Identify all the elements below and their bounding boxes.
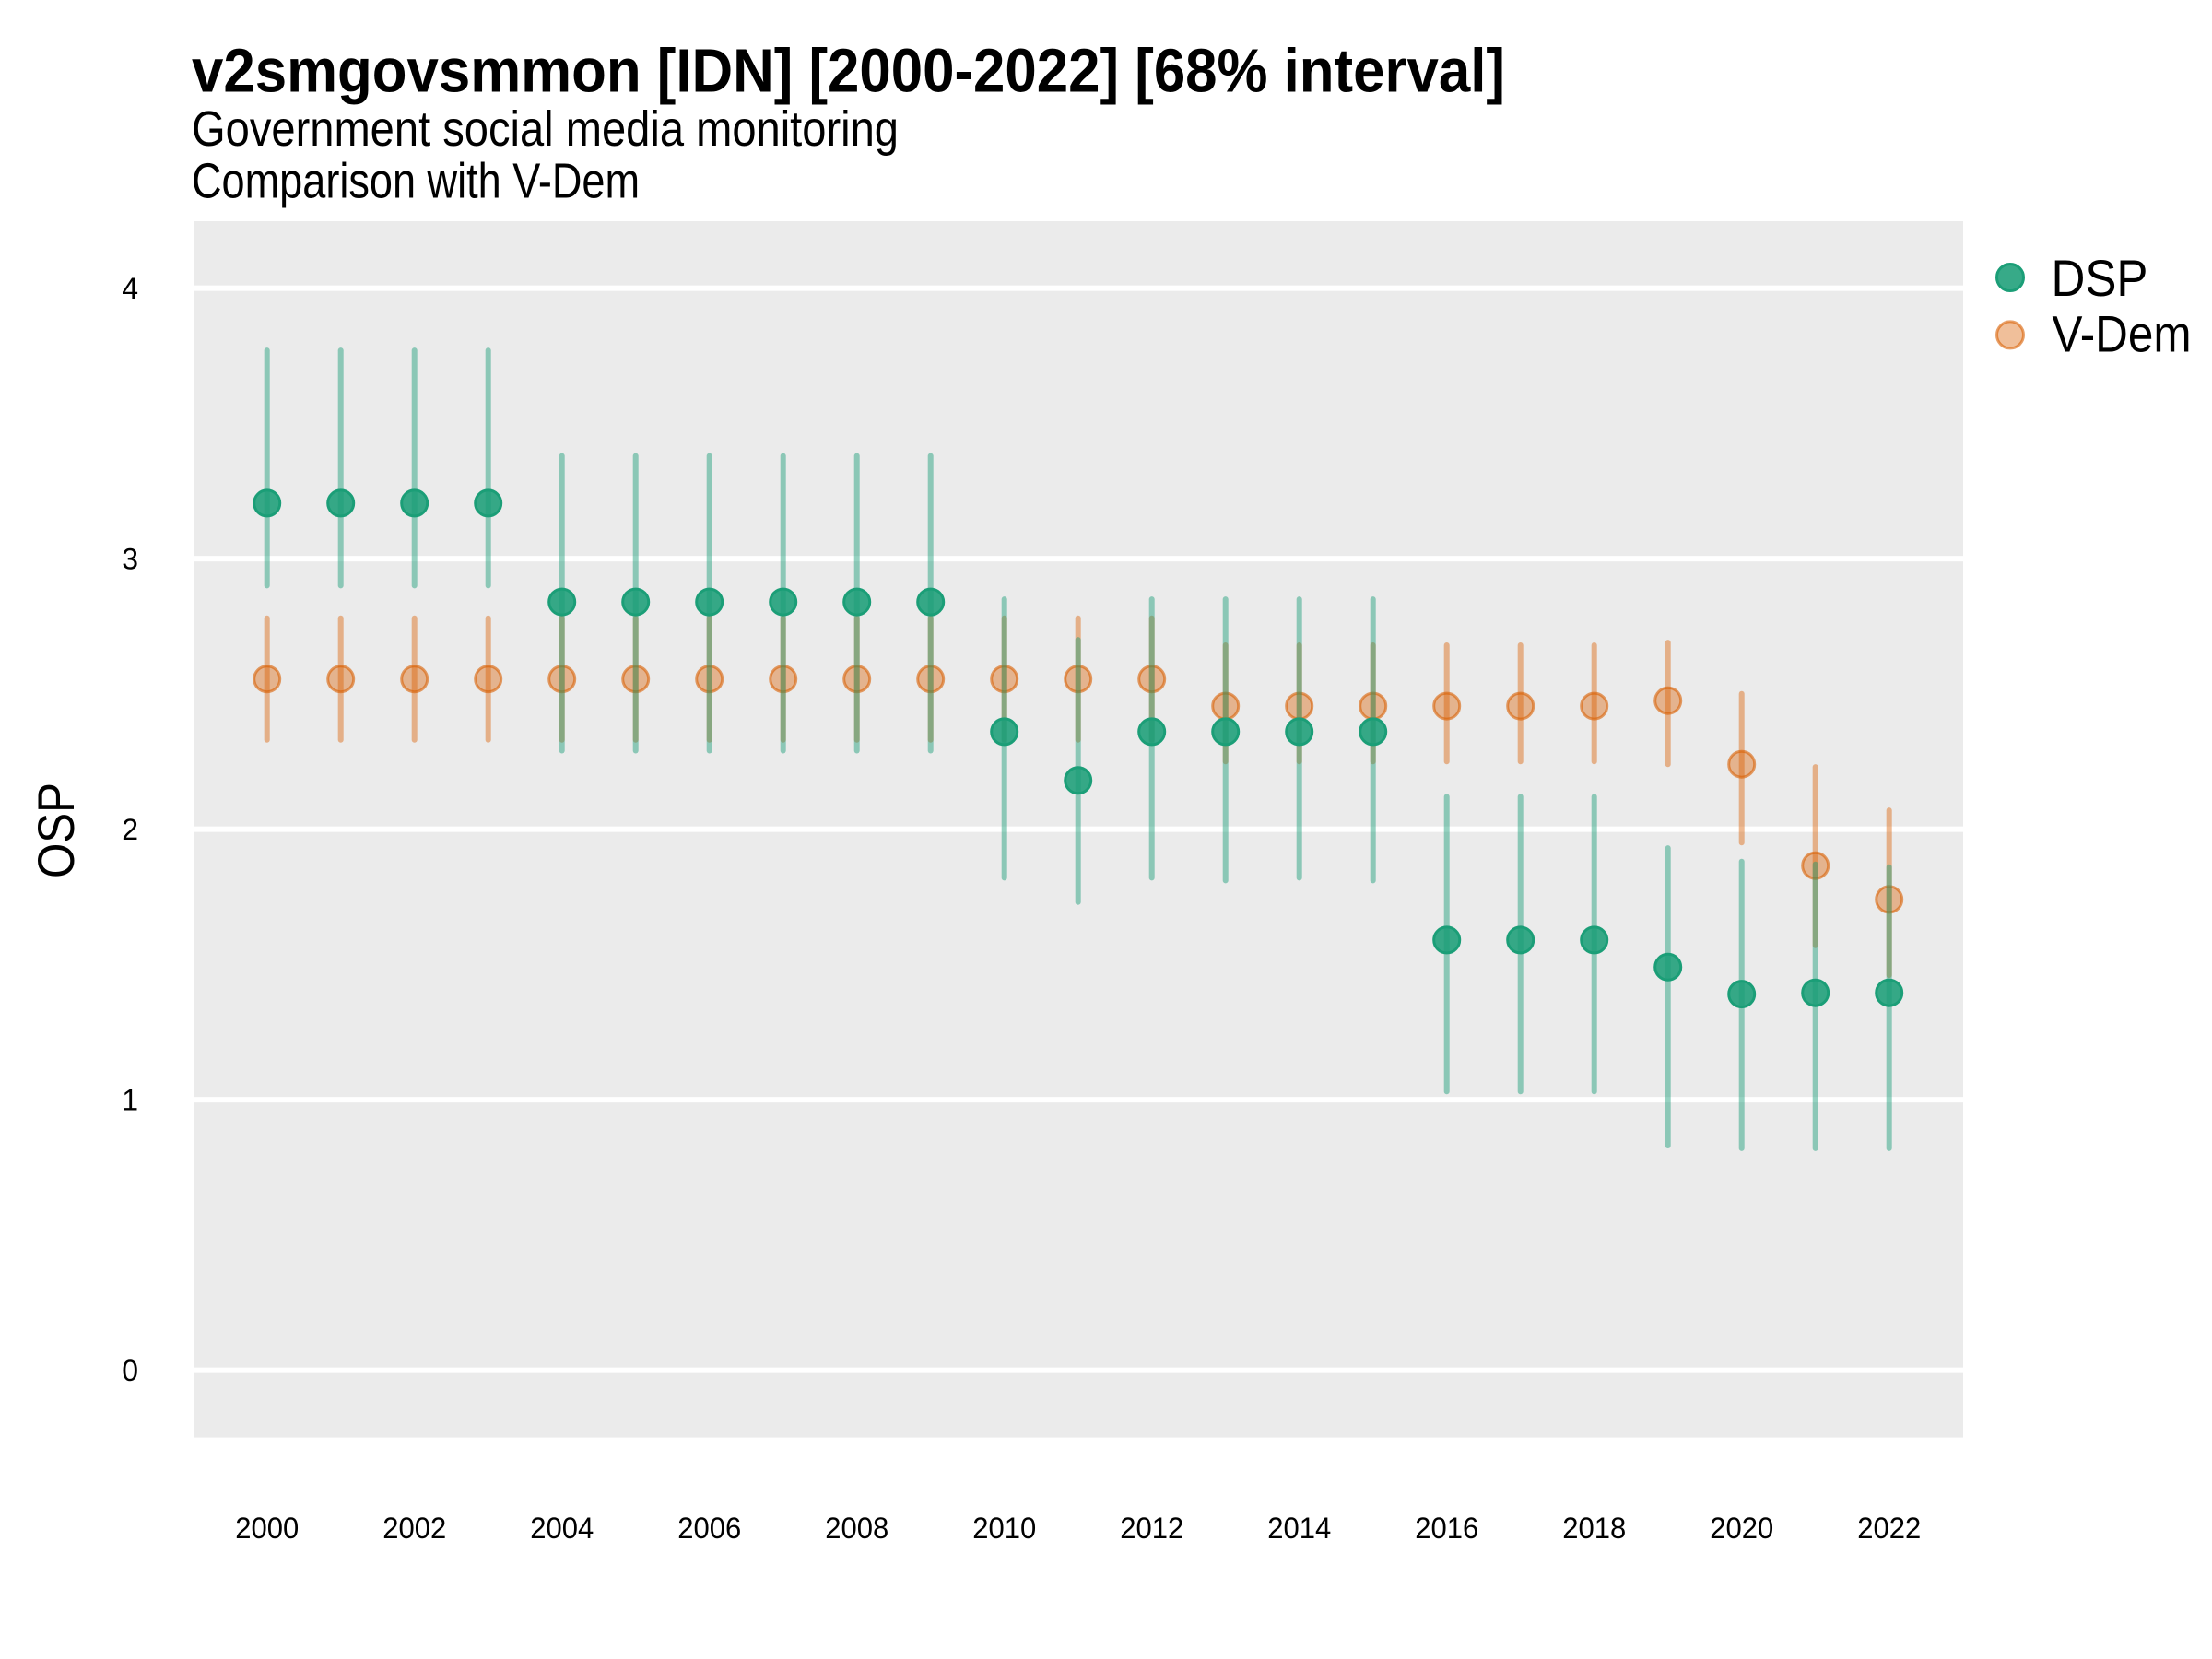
- svg-text:0: 0: [122, 1354, 138, 1387]
- svg-text:2016: 2016: [1415, 1512, 1478, 1545]
- svg-text:2004: 2004: [530, 1512, 594, 1545]
- svg-text:2010: 2010: [972, 1512, 1036, 1545]
- svg-text:4: 4: [122, 272, 138, 305]
- svg-text:3: 3: [122, 542, 138, 575]
- svg-text:2022: 2022: [1857, 1512, 1921, 1545]
- svg-text:Government social media monito: Government social media monitoring: [192, 102, 899, 157]
- svg-text:2002: 2002: [382, 1512, 446, 1545]
- svg-text:2018: 2018: [1562, 1512, 1626, 1545]
- svg-text:2008: 2008: [825, 1512, 888, 1545]
- svg-text:2000: 2000: [235, 1512, 299, 1545]
- svg-text:v2smgovsmmon [IDN] [2000-2022]: v2smgovsmmon [IDN] [2000-2022] [68% inte…: [192, 37, 1505, 106]
- svg-text:1: 1: [122, 1083, 138, 1116]
- svg-text:OSP: OSP: [28, 782, 85, 878]
- svg-text:Comparison with V-Dem: Comparison with V-Dem: [192, 154, 640, 209]
- svg-text:2014: 2014: [1267, 1512, 1331, 1545]
- svg-text:V-Dem: V-Dem: [2053, 305, 2192, 363]
- svg-text:2012: 2012: [1120, 1512, 1183, 1545]
- svg-text:2006: 2006: [677, 1512, 741, 1545]
- svg-text:DSP: DSP: [2052, 249, 2148, 307]
- svg-text:2: 2: [122, 813, 138, 846]
- svg-text:2020: 2020: [1710, 1512, 1773, 1545]
